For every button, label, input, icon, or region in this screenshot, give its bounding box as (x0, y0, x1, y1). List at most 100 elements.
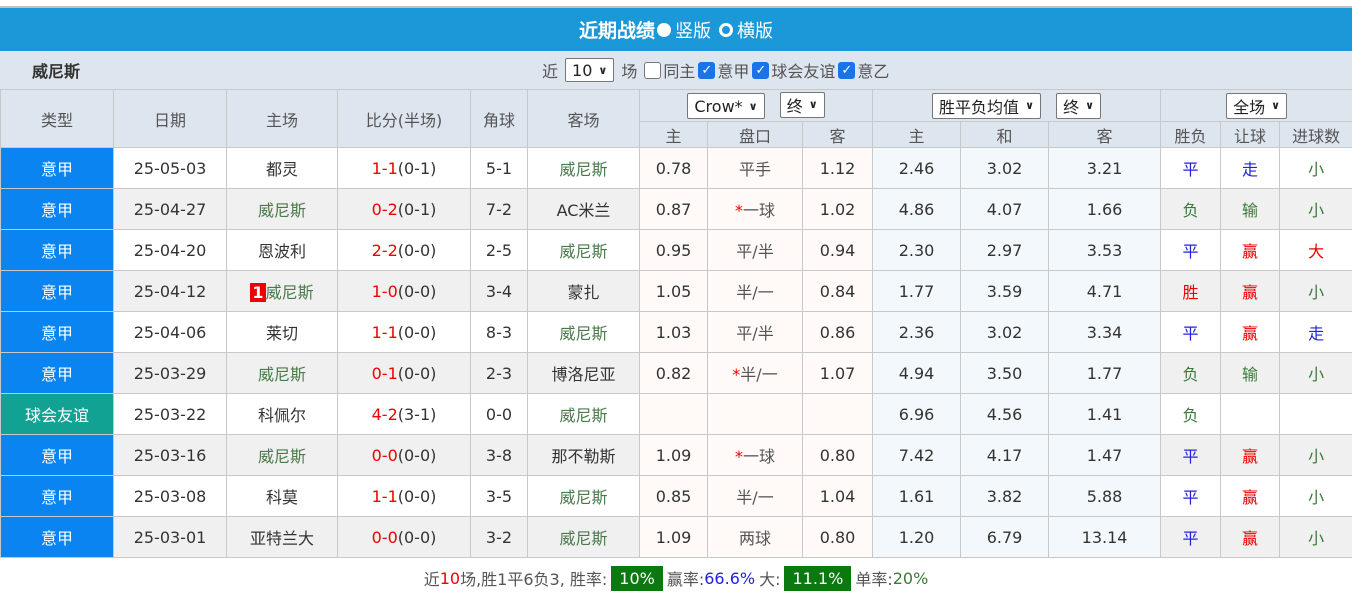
handicap-result: 输 (1220, 352, 1281, 394)
chevron-down-icon: ∨ (748, 99, 758, 113)
filter-checkbox-label[interactable]: 球会友谊 (771, 62, 836, 81)
score[interactable]: 1-0(0-0) (337, 270, 471, 312)
euro-home-odds: 2.30 (872, 229, 962, 271)
range-select[interactable]: 全场 ∨ (1226, 92, 1288, 119)
handicap-company-select[interactable]: Crow* ∨ (687, 93, 765, 120)
away-team[interactable]: 威尼斯 (527, 229, 640, 271)
radio-vertical[interactable] (657, 22, 671, 37)
home-team[interactable]: 恩波利 (226, 229, 338, 271)
handicap-home-odds: 0.82 (639, 352, 708, 394)
away-team[interactable]: 那不勒斯 (527, 434, 640, 476)
euro-draw-odds: 4.56 (960, 393, 1050, 435)
filter-checkbox[interactable]: ✓ (752, 61, 770, 79)
league-type[interactable]: 球会友谊 (0, 393, 114, 435)
away-team[interactable]: 威尼斯 (527, 516, 640, 558)
score[interactable]: 0-0(0-0) (337, 516, 471, 558)
handicap-away-odds (801, 393, 874, 435)
radio-horizontal[interactable] (719, 22, 733, 37)
section-title: 近期战绩 (578, 20, 655, 42)
goals-result (1279, 393, 1352, 435)
handicap-result: 赢 (1220, 229, 1281, 271)
filter-checkbox-label[interactable]: 同主 (663, 62, 696, 81)
filter-checkbox-label[interactable]: 意乙 (857, 62, 890, 81)
match-row: 意甲 25-04-12 1 威尼斯 1-0(0-0) 3-4 蒙扎 1.05 半/… (0, 270, 1352, 312)
away-team[interactable]: 威尼斯 (527, 147, 640, 189)
handicap-result: 赢 (1220, 516, 1281, 558)
col-corner: 角球 (470, 89, 528, 148)
score[interactable]: 1-1(0-1) (337, 147, 471, 189)
radio-vertical-label[interactable]: 竖版 (675, 20, 711, 42)
euro-draw-odds: 4.07 (960, 188, 1050, 230)
score[interactable]: 0-0(0-0) (337, 434, 471, 476)
subheader: 盘口 (707, 121, 803, 148)
away-team[interactable]: AC米兰 (527, 188, 640, 230)
score[interactable]: 2-2(0-0) (337, 229, 471, 271)
euro-draw-odds: 3.02 (960, 311, 1050, 353)
euro-away-odds: 3.34 (1048, 311, 1162, 353)
league-type[interactable]: 意甲 (0, 352, 114, 394)
euro-type-select[interactable]: 胜平负均值 ∨ (932, 92, 1041, 119)
away-team[interactable]: 博洛尼亚 (527, 352, 640, 394)
away-team[interactable]: 威尼斯 (527, 311, 640, 353)
handicap-result: 赢 (1220, 475, 1281, 517)
radio-horizontal-label[interactable]: 横版 (737, 20, 773, 42)
home-team[interactable]: 科佩尔 (226, 393, 338, 435)
euro-type-value: 胜平负均值 (939, 97, 1020, 117)
match-date: 25-04-20 (113, 229, 227, 271)
league-type[interactable]: 意甲 (0, 311, 114, 353)
home-team[interactable]: 威尼斯 (226, 352, 338, 394)
euro-stage-select[interactable]: 终 ∨ (1056, 92, 1102, 119)
filter-checkbox-label[interactable]: 意甲 (717, 62, 750, 81)
league-type[interactable]: 意甲 (0, 516, 114, 558)
half-time-score: (0-1) (397, 199, 437, 219)
win-rate-badge: 10% (611, 565, 663, 591)
home-team[interactable]: 1 威尼斯 (226, 270, 338, 312)
full-time-score: 0-0 (371, 527, 398, 547)
handicap-line-value: 半/一 (736, 488, 774, 507)
score[interactable]: 1-1(0-0) (337, 311, 471, 353)
home-team[interactable]: 莱切 (226, 311, 338, 353)
home-team-name: 亚特兰大 (249, 529, 314, 548)
corners: 2-5 (470, 229, 528, 271)
col-date: 日期 (113, 89, 227, 148)
score[interactable]: 1-1(0-0) (337, 475, 471, 517)
home-team-name: 都灵 (265, 160, 298, 179)
euro-draw-odds: 4.17 (960, 434, 1050, 476)
score[interactable]: 0-2(0-1) (337, 188, 471, 230)
near-label: 近 (542, 62, 559, 81)
away-team[interactable]: 威尼斯 (527, 475, 640, 517)
home-team[interactable]: 亚特兰大 (226, 516, 338, 558)
home-team[interactable]: 都灵 (226, 147, 338, 189)
match-row: 意甲 25-03-29 威尼斯 0-1(0-0) 2-3 博洛尼亚 0.82 *… (0, 352, 1352, 394)
match-count-select[interactable]: 10 ∨ (565, 58, 615, 82)
range-value: 全场 (1233, 97, 1266, 117)
full-time-score: 0-2 (371, 199, 398, 219)
score[interactable]: 4-2(3-1) (337, 393, 471, 435)
filter-checkbox[interactable]: ✓ (698, 61, 716, 79)
match-result: 平 (1160, 475, 1222, 517)
handicap-stage-select[interactable]: 终 ∨ (779, 91, 825, 118)
filter-bar: 威尼斯 近 10 ∨ 场 同主 ✓ 意甲 ✓ 球会友谊 ✓ 意乙 (0, 51, 1352, 89)
home-team[interactable]: 威尼斯 (226, 434, 338, 476)
league-type[interactable]: 意甲 (0, 475, 114, 517)
match-date: 25-03-01 (113, 516, 227, 558)
goals-result: 走 (1279, 311, 1352, 353)
score[interactable]: 0-1(0-0) (337, 352, 471, 394)
league-type[interactable]: 意甲 (0, 434, 114, 476)
league-type[interactable]: 意甲 (0, 229, 114, 271)
away-team[interactable]: 蒙扎 (527, 270, 640, 312)
goals-result: 小 (1279, 475, 1352, 517)
league-type[interactable]: 意甲 (0, 270, 114, 312)
home-team[interactable]: 科莫 (226, 475, 338, 517)
match-date: 25-03-08 (113, 475, 227, 517)
summary-bar: 近 10 场,胜1平6负3, 胜率: 10% 赢率: 66.6% 大: 11.1% 单… (0, 560, 1352, 596)
league-type[interactable]: 意甲 (0, 188, 114, 230)
filter-checkbox[interactable]: ✓ (838, 61, 856, 79)
filter-checkbox[interactable] (644, 61, 662, 79)
league-type[interactable]: 意甲 (0, 147, 114, 189)
summary-text: 大: (759, 570, 781, 589)
subheader: 胜负 (1160, 121, 1222, 148)
away-team[interactable]: 威尼斯 (527, 393, 640, 435)
home-team-name: 威尼斯 (257, 365, 306, 384)
home-team[interactable]: 威尼斯 (226, 188, 338, 230)
